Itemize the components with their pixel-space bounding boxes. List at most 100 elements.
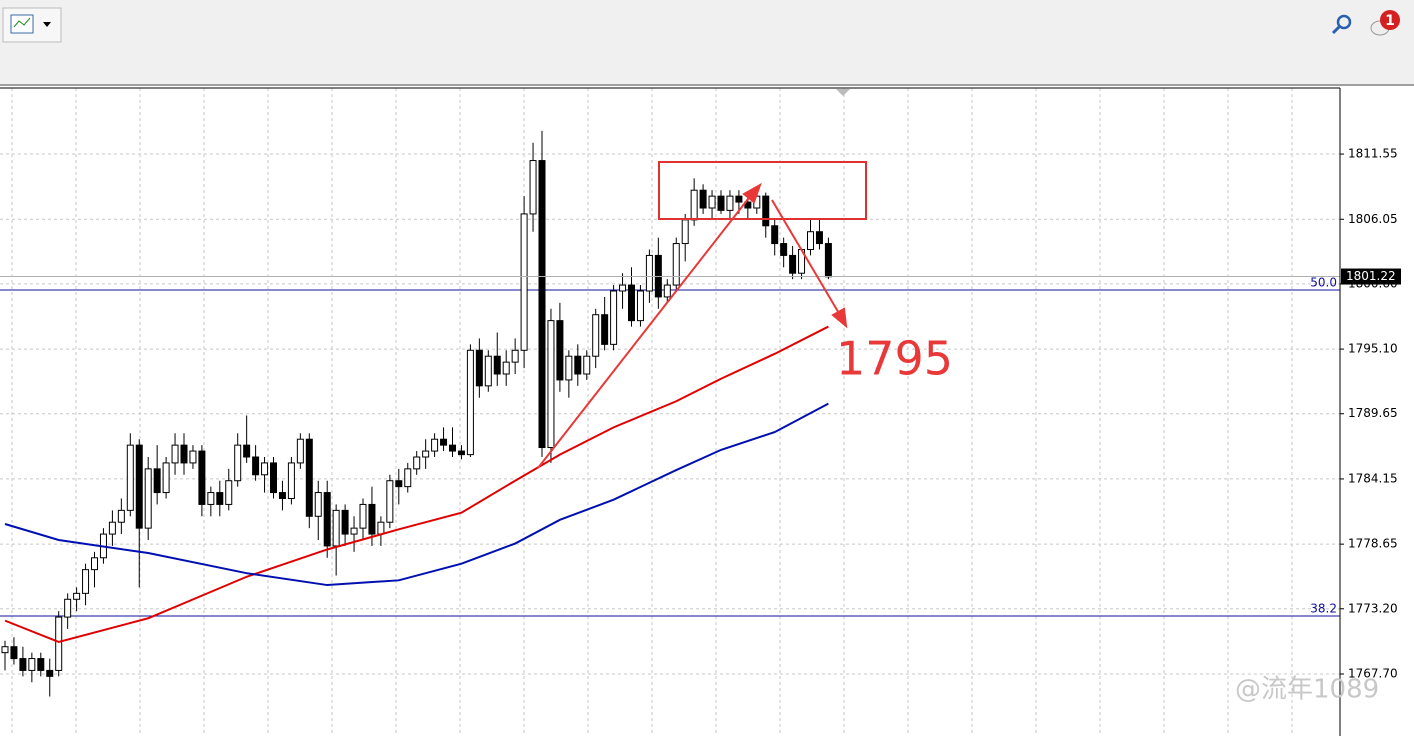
- candle-body: [475, 349, 483, 387]
- candle-body: [726, 195, 734, 211]
- candle-body: [717, 195, 725, 211]
- candle-body: [610, 290, 618, 345]
- candle-body: [592, 314, 600, 357]
- y-tick-label: 1784.15: [1348, 471, 1398, 485]
- candle-body: [117, 509, 125, 523]
- toolbar: [0, 0, 1414, 85]
- candle-body: [73, 592, 81, 600]
- candle-body: [278, 492, 286, 499]
- candle-body: [699, 189, 707, 209]
- candle-body: [636, 290, 644, 322]
- candle-body: [744, 201, 752, 209]
- candle-body: [404, 468, 412, 488]
- candle-body: [296, 438, 304, 464]
- moving-average: [4, 402, 829, 587]
- candle-body: [681, 219, 689, 245]
- candle-body: [216, 492, 224, 505]
- candle-body: [377, 521, 385, 535]
- candle-body: [484, 355, 492, 387]
- y-tick-label: 1789.65: [1348, 406, 1398, 420]
- candle-body: [815, 231, 823, 245]
- candle-body: [37, 658, 45, 671]
- candle-body: [287, 462, 295, 499]
- candle-body: [332, 509, 340, 547]
- y-tick-label: 1811.55: [1348, 147, 1398, 161]
- candle-body: [690, 189, 698, 221]
- dropdown-arrow: [43, 22, 51, 27]
- candle-body: [314, 492, 322, 517]
- annotation-arrows: [537, 182, 848, 469]
- annotation-text: 1795: [836, 332, 953, 386]
- candle-body: [368, 503, 376, 535]
- candle-body: [547, 320, 555, 449]
- candle-body: [413, 456, 421, 470]
- candle-body: [601, 314, 609, 345]
- candle-body: [708, 195, 716, 209]
- candle-body: [153, 468, 161, 494]
- candle-body: [359, 503, 367, 529]
- candle-body: [780, 243, 788, 256]
- candle-body: [1, 646, 9, 654]
- candle-body: [395, 480, 403, 488]
- candle-body: [574, 355, 582, 375]
- candle-body: [672, 243, 680, 286]
- candle-body: [466, 349, 474, 456]
- shift-marker: [836, 89, 850, 96]
- candle-body: [628, 284, 635, 322]
- candle-body: [144, 468, 152, 529]
- candle-body: [55, 616, 63, 671]
- candle-body: [162, 462, 170, 494]
- candle-body: [19, 658, 27, 671]
- candle-body: [824, 243, 832, 278]
- moving-average: [4, 325, 829, 644]
- arrow-head: [742, 182, 762, 204]
- candle-body: [252, 456, 260, 476]
- search-handle: [1331, 25, 1341, 35]
- candle-body: [171, 444, 179, 464]
- candle-body: [449, 444, 456, 452]
- candle-body: [556, 320, 564, 381]
- y-tick-label: 1795.10: [1348, 342, 1398, 356]
- candle-body: [10, 646, 18, 660]
- candle-body: [663, 284, 671, 298]
- candle-body: [207, 492, 215, 505]
- candle-body: [305, 438, 313, 517]
- candle-body: [341, 509, 349, 535]
- candle-body: [386, 480, 394, 523]
- candle-body: [234, 444, 242, 482]
- candle-body: [64, 598, 72, 618]
- candle-body: [189, 450, 197, 464]
- y-tick-label: 1806.05: [1348, 212, 1398, 226]
- candle-body: [538, 160, 546, 449]
- badge: [1380, 10, 1400, 30]
- y-tick-label: 1767.70: [1348, 666, 1398, 680]
- candle-body: [198, 450, 206, 505]
- candle-body: [135, 444, 143, 529]
- candle-body: [180, 444, 188, 464]
- candle-body: [422, 450, 430, 458]
- watermark: @流年1089: [1235, 675, 1379, 705]
- candle-body: [46, 669, 54, 677]
- arrow-head: [831, 307, 848, 329]
- candle-body: [529, 160, 537, 215]
- candle-body: [583, 355, 591, 375]
- candle-body: [261, 462, 269, 476]
- candle-body: [807, 231, 814, 250]
- candle-body: [91, 557, 98, 571]
- candle-body: [511, 349, 519, 363]
- candle-body: [520, 213, 528, 351]
- candle-body: [502, 361, 510, 375]
- y-tick-label: 1778.65: [1348, 537, 1398, 551]
- arrow-up: [537, 193, 753, 469]
- search-icon[interactable]: [1336, 14, 1352, 30]
- candle-body: [565, 355, 573, 381]
- candle-body: [82, 569, 90, 594]
- candle-body: [457, 450, 465, 456]
- candle-body: [789, 254, 797, 274]
- current-price-label: 1801.22: [1346, 269, 1396, 283]
- y-tick-label: 1773.20: [1348, 601, 1398, 615]
- candle-body: [762, 195, 770, 227]
- candle-body: [771, 225, 779, 245]
- candle-body: [431, 438, 439, 452]
